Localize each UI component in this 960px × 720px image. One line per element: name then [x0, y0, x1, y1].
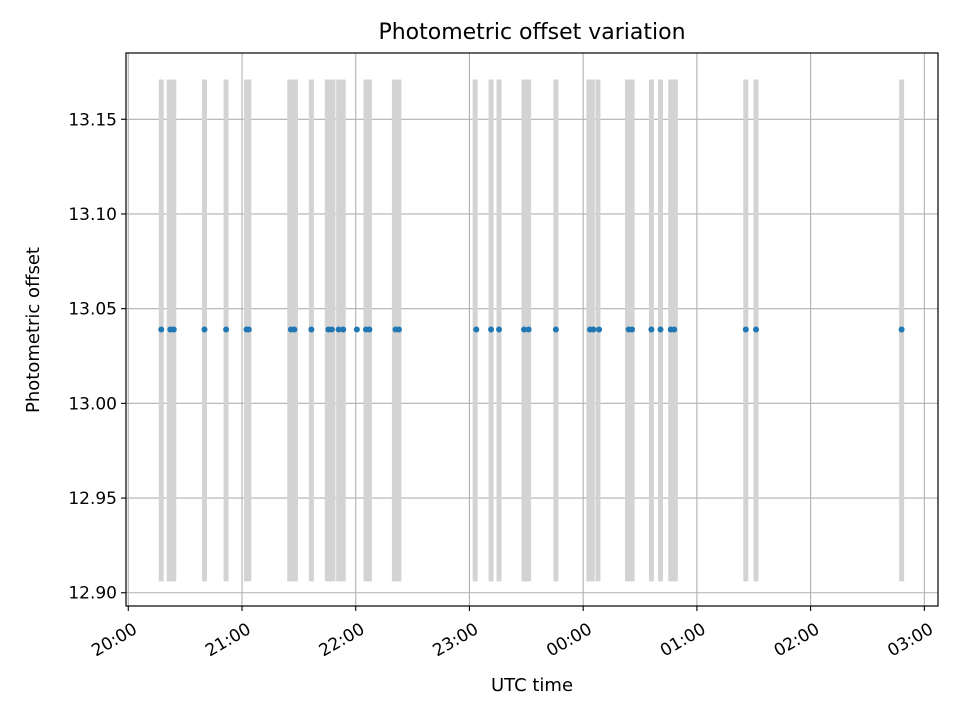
data-point — [353, 326, 360, 333]
data-point — [629, 326, 636, 333]
data-point — [366, 326, 373, 333]
data-point — [245, 326, 252, 333]
y-tick-label: 12.95 — [68, 489, 117, 509]
y-tick-label: 13.15 — [68, 110, 117, 130]
grid — [126, 53, 938, 606]
data-point — [552, 326, 559, 333]
data-point — [473, 326, 480, 333]
data-point — [496, 326, 503, 333]
data-point — [395, 326, 402, 333]
data-point — [291, 326, 298, 333]
data-point — [898, 326, 905, 333]
data-point — [223, 326, 230, 333]
chart-title: Photometric offset variation — [378, 20, 685, 45]
data-point — [671, 326, 678, 333]
data-point — [521, 326, 528, 333]
data-point — [525, 326, 532, 333]
data-point — [158, 326, 165, 333]
data-point — [657, 326, 664, 333]
data-point — [201, 326, 208, 333]
data-point — [590, 326, 597, 333]
data-point — [308, 326, 315, 333]
y-tick-label: 13.05 — [68, 300, 117, 320]
data-point — [328, 326, 335, 333]
plot-frame — [125, 52, 939, 607]
y-tick-label: 12.90 — [68, 584, 117, 604]
data-point — [742, 326, 749, 333]
y-tick-label: 13.00 — [68, 394, 117, 414]
data-point — [596, 326, 603, 333]
data-point — [753, 326, 760, 333]
y-axis: 12.90 12.95 13.00 13.05 13.10 13.15 — [68, 110, 126, 604]
data-point — [335, 326, 342, 333]
y-tick-label: 13.10 — [68, 205, 117, 225]
data-point — [170, 326, 177, 333]
data-point — [648, 326, 655, 333]
y-axis-label: Photometric offset — [23, 247, 44, 413]
x-axis-label: UTC time — [491, 675, 573, 696]
data-point — [340, 326, 347, 333]
data-points — [158, 326, 905, 333]
data-point — [488, 326, 495, 333]
